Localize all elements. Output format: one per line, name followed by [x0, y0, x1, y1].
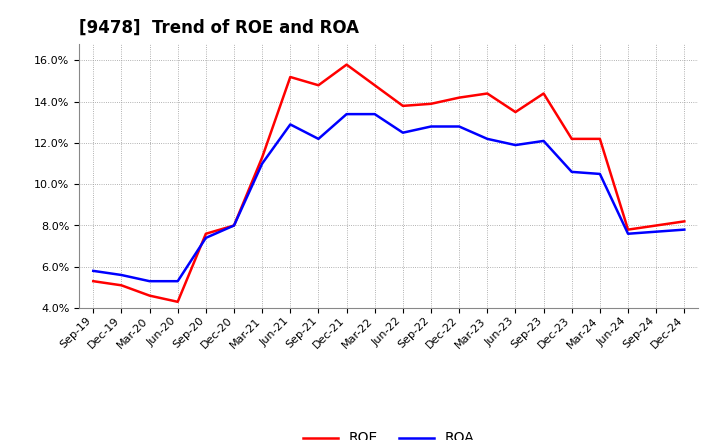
ROA — [174, 279, 182, 284]
ROA — [399, 130, 408, 136]
ROE — [652, 223, 660, 228]
ROA — [427, 124, 436, 129]
Text: [9478]  Trend of ROE and ROA: [9478] Trend of ROE and ROA — [79, 19, 359, 37]
Line: ROE: ROE — [94, 65, 684, 302]
ROE — [624, 227, 632, 232]
ROE — [427, 101, 436, 106]
ROA — [370, 111, 379, 117]
ROE — [230, 223, 238, 228]
ROA — [202, 235, 210, 241]
ROE — [595, 136, 604, 142]
ROA — [89, 268, 98, 274]
Legend: ROE, ROA: ROE, ROA — [297, 426, 480, 440]
ROE — [342, 62, 351, 67]
ROA — [680, 227, 688, 232]
ROA — [342, 111, 351, 117]
ROA — [483, 136, 492, 142]
ROA — [539, 138, 548, 143]
ROE — [202, 231, 210, 236]
ROA — [511, 143, 520, 148]
ROE — [455, 95, 464, 100]
ROA — [145, 279, 154, 284]
ROE — [286, 74, 294, 80]
ROA — [652, 229, 660, 235]
ROE — [483, 91, 492, 96]
Line: ROA: ROA — [94, 114, 684, 281]
ROE — [145, 293, 154, 298]
ROA — [567, 169, 576, 175]
ROE — [314, 83, 323, 88]
ROA — [455, 124, 464, 129]
ROA — [624, 231, 632, 236]
ROA — [117, 272, 126, 278]
ROE — [370, 83, 379, 88]
ROE — [539, 91, 548, 96]
ROA — [230, 223, 238, 228]
ROE — [511, 110, 520, 115]
ROE — [680, 219, 688, 224]
ROA — [286, 122, 294, 127]
ROA — [258, 161, 266, 166]
ROE — [117, 282, 126, 288]
ROE — [174, 299, 182, 304]
ROA — [595, 171, 604, 176]
ROE — [567, 136, 576, 142]
ROE — [89, 279, 98, 284]
ROA — [314, 136, 323, 142]
ROE — [258, 155, 266, 160]
ROE — [399, 103, 408, 109]
